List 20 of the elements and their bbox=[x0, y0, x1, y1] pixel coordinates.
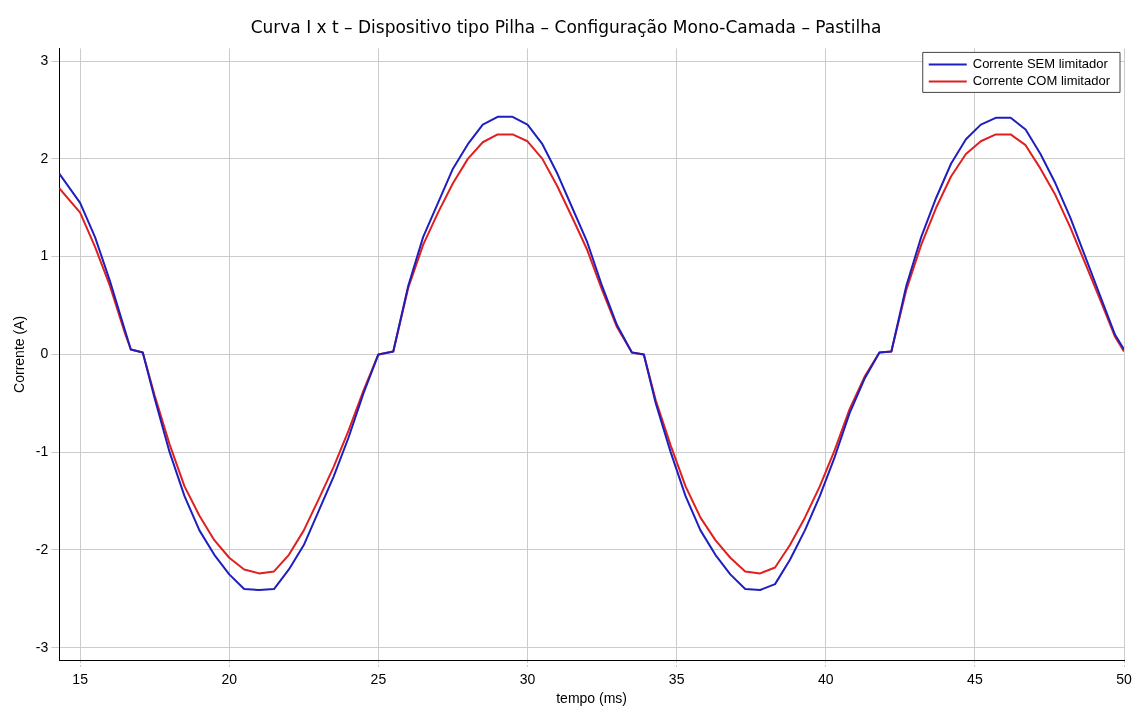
y-tick-label: 3 bbox=[40, 51, 49, 68]
x-axis-title: tempo (ms) bbox=[556, 690, 628, 707]
x-tick-label: 50 bbox=[1116, 670, 1132, 687]
y-tick-label: -2 bbox=[35, 540, 49, 557]
y-tick-label: -3 bbox=[35, 638, 49, 655]
y-tick-label: 0 bbox=[40, 345, 49, 362]
y-axis-title: Corrente (A) bbox=[11, 315, 28, 393]
legend-label: Corrente SEM limitador bbox=[972, 55, 1109, 71]
chart-title: Curva I x t – Dispositivo tipo Pilha – Configuração Mono-Camada – Pastilha bbox=[250, 16, 882, 37]
x-tick-label: 25 bbox=[370, 670, 387, 687]
x-tick-label: 20 bbox=[221, 670, 238, 687]
legend-label: Corrente COM limitador bbox=[972, 72, 1111, 88]
x-tick-label: 35 bbox=[668, 670, 685, 687]
x-tick-label: 30 bbox=[519, 670, 536, 687]
x-tick-label: 45 bbox=[967, 670, 983, 687]
y-tick-label: 2 bbox=[40, 149, 49, 166]
y-tick-label: 1 bbox=[40, 247, 49, 264]
x-tick-label: 15 bbox=[72, 670, 89, 687]
y-tick-label: -1 bbox=[35, 443, 49, 460]
x-tick-label: 40 bbox=[817, 670, 834, 687]
